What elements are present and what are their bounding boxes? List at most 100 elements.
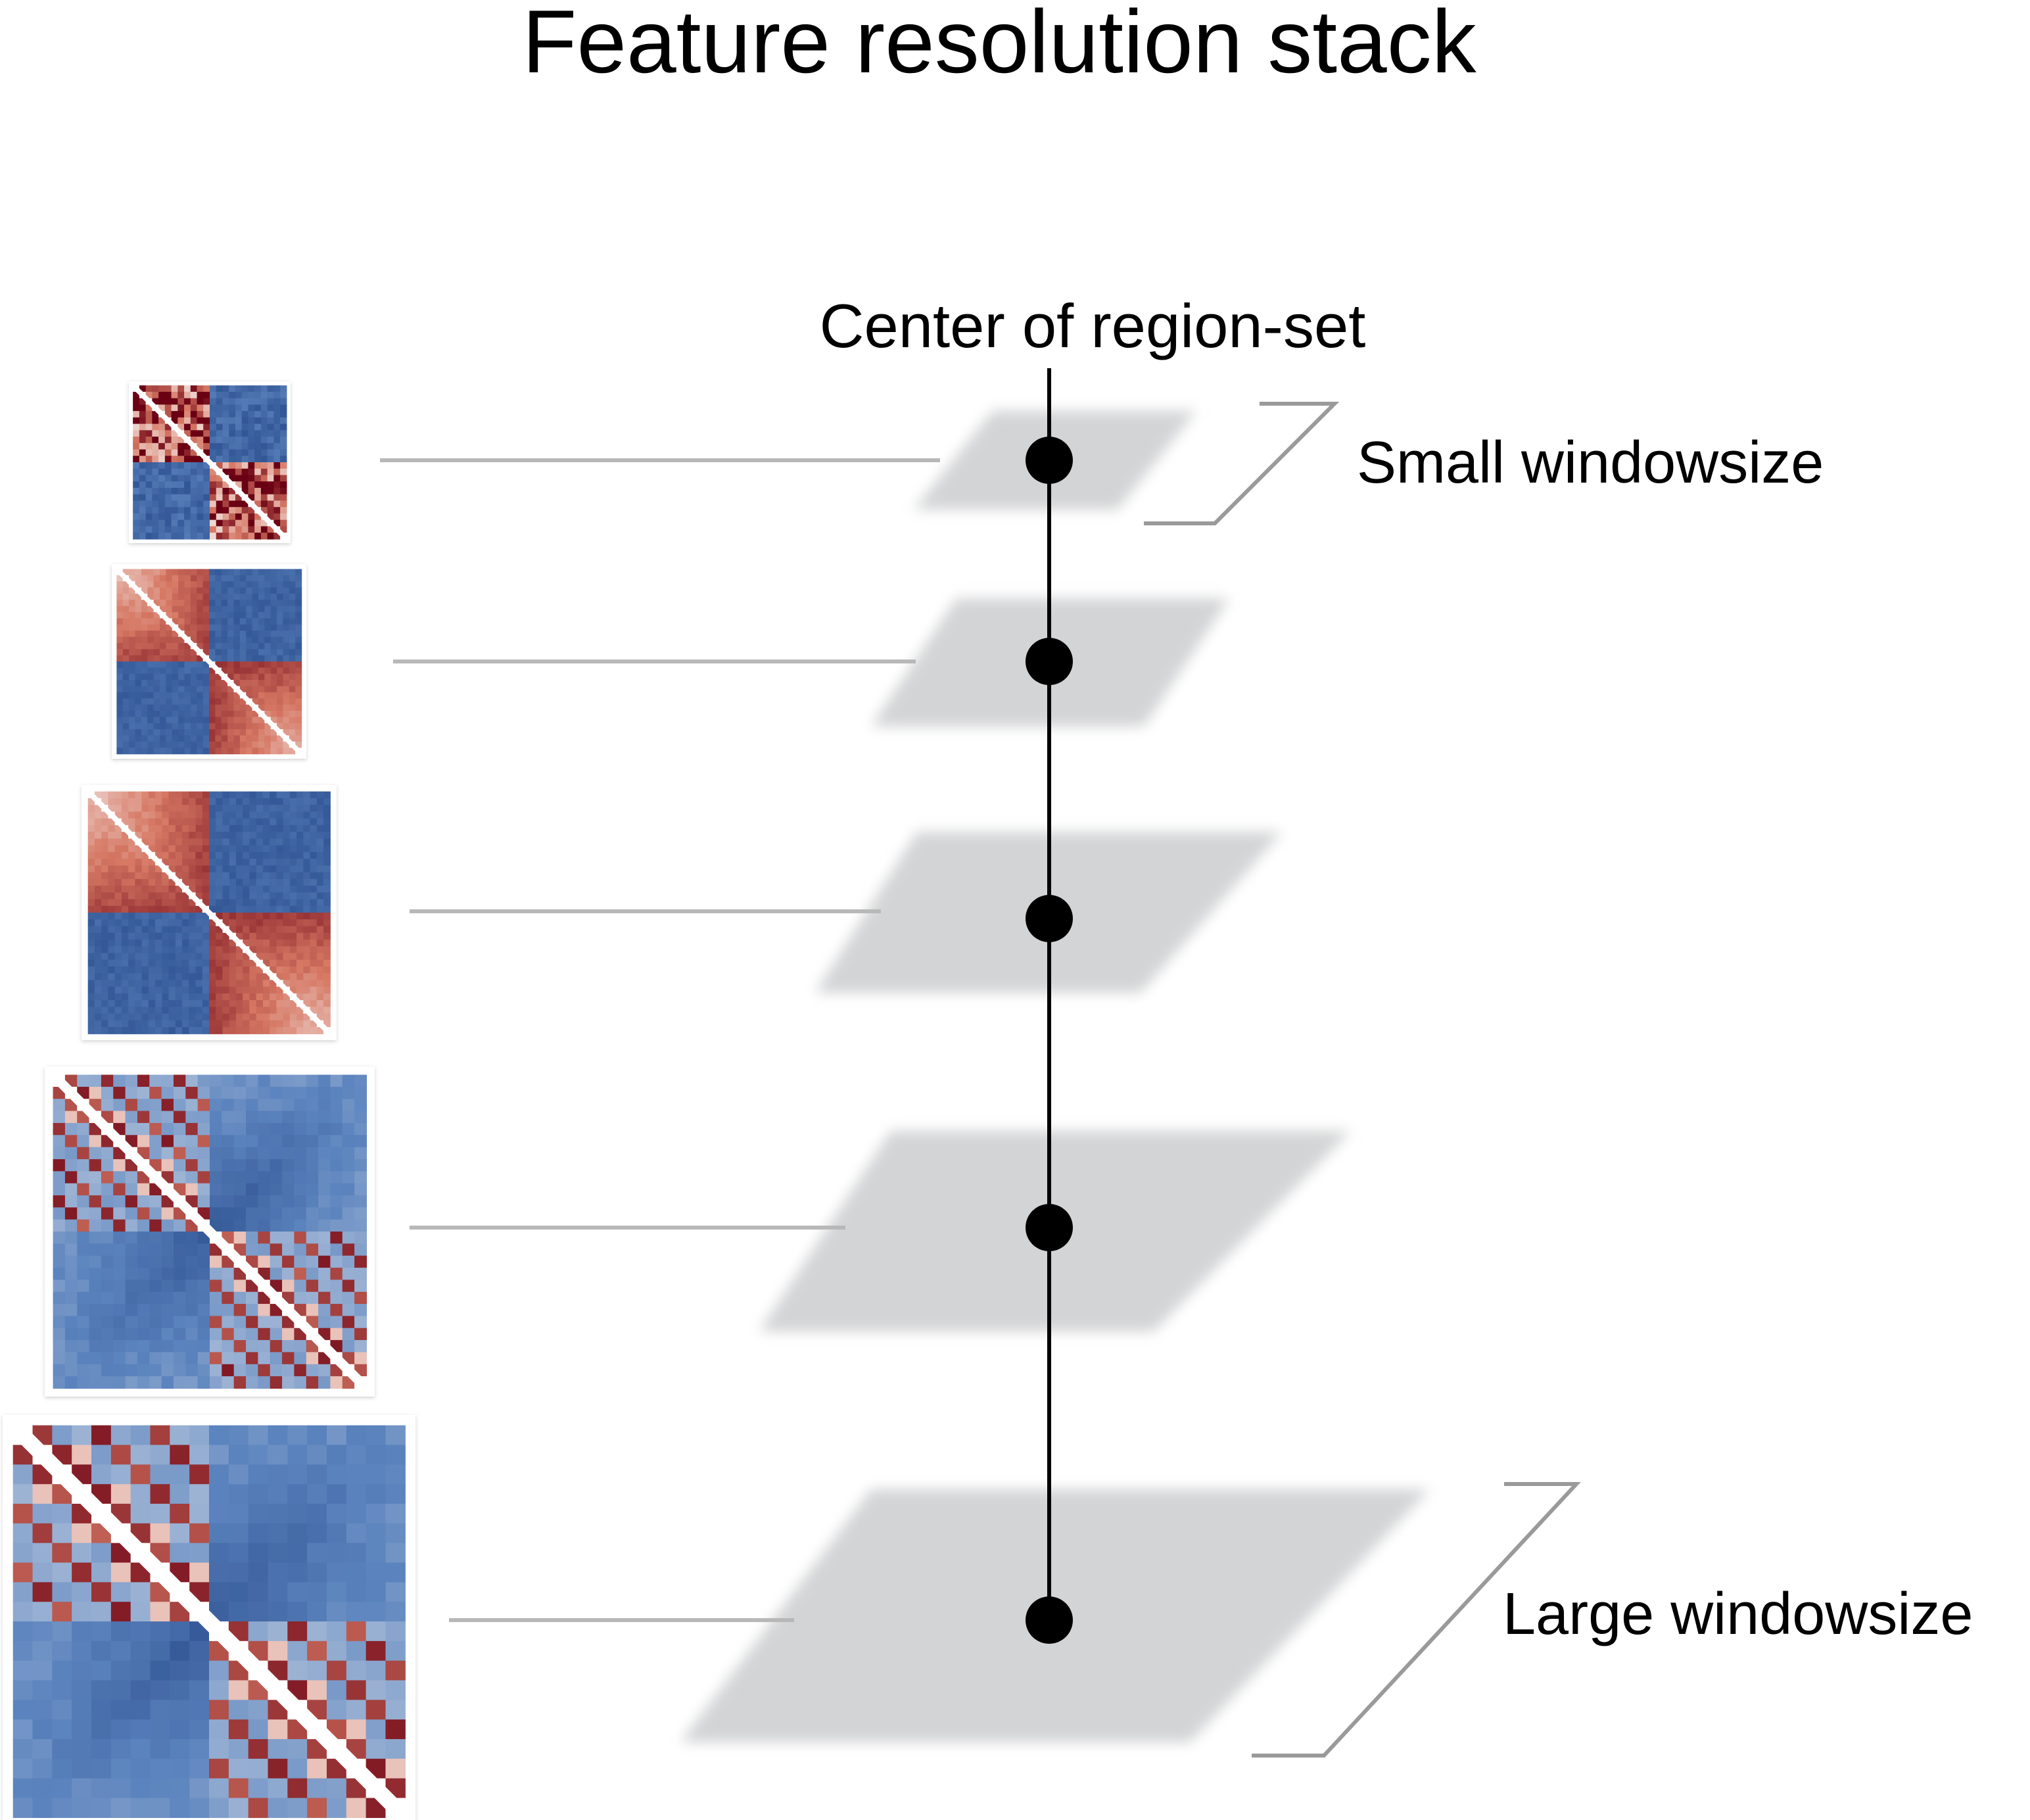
heatmap-cell: [385, 1719, 406, 1740]
heatmap-cell: [184, 735, 191, 742]
heatmap-cell: [153, 642, 160, 650]
heatmap-cell: [243, 859, 250, 866]
heatmap-cell: [289, 851, 297, 859]
heatmap-cell: [310, 973, 318, 980]
heatmap-cell: [189, 905, 197, 913]
heatmap-cell: [215, 710, 222, 717]
heatmap-cell: [129, 569, 136, 576]
heatmap-cell: [77, 1316, 90, 1329]
heatmap-cell: [108, 1007, 116, 1015]
heatmap-cell: [246, 1159, 258, 1172]
heatmap-cell: [177, 449, 185, 456]
heatmap-cell: [235, 513, 243, 521]
heatmap-cell: [262, 818, 270, 826]
heatmap-cell: [303, 838, 311, 846]
heatmap-cell: [189, 1013, 197, 1021]
heatmap-cell: [190, 513, 198, 521]
heatmap-cell: [310, 1007, 318, 1015]
heatmap-cell: [87, 818, 95, 826]
heatmap-cell: [248, 456, 255, 463]
heatmap-cell: [158, 500, 166, 508]
heatmap-cell: [114, 859, 122, 866]
heatmap-cell: [141, 1000, 149, 1007]
heatmap-cell: [239, 600, 247, 607]
heatmap-cell: [197, 593, 204, 600]
heatmap-cell: [227, 569, 235, 576]
heatmap-cell: [116, 661, 124, 668]
heatmap-cell: [256, 899, 264, 907]
heatmap-cell: [137, 1352, 150, 1365]
heatmap-cell: [145, 526, 153, 533]
heatmap-cell: [89, 1268, 102, 1280]
heatmap-cell: [287, 1602, 308, 1622]
heatmap-cell: [135, 1013, 143, 1021]
heatmap-cell: [303, 986, 311, 994]
heatmap-cell: [139, 487, 147, 495]
heatmap-cell: [101, 1171, 114, 1184]
heatmap-cell: [296, 878, 304, 886]
heatmap-cell: [128, 872, 135, 880]
heatmap-cell: [87, 798, 95, 805]
heatmap-cell: [121, 1027, 129, 1034]
heatmap-cell: [256, 832, 264, 839]
heatmap-cell: [215, 612, 222, 619]
heatmap-cell: [190, 729, 197, 736]
heatmap-cell: [227, 649, 235, 656]
heatmap-cell: [280, 481, 287, 489]
heatmap-cell: [354, 1316, 367, 1329]
heatmap-cell: [133, 398, 140, 405]
heatmap-cell: [202, 624, 210, 631]
heatmap-cell: [202, 953, 210, 961]
heatmap-cell: [216, 838, 224, 846]
heatmap-cell: [177, 398, 185, 405]
heatmap-cell: [172, 717, 179, 724]
heatmap-cell: [273, 533, 281, 540]
heatmap-cell: [277, 600, 284, 607]
heatmap-cell: [197, 748, 204, 755]
heatmap-cell: [160, 692, 166, 699]
heatmap-cell: [277, 717, 284, 724]
heatmap-cell: [162, 1020, 170, 1028]
heatmap-cell: [202, 966, 210, 974]
heatmap-cell: [316, 859, 324, 866]
heatmap-cell: [155, 805, 162, 813]
heatmap-cell: [249, 845, 257, 853]
heatmap-cell: [202, 878, 210, 886]
heatmap-cell: [150, 1445, 170, 1465]
heatmap-cell: [264, 575, 271, 582]
heatmap-cell: [172, 649, 179, 656]
heatmap-cell: [130, 1758, 151, 1779]
heatmap-cell: [168, 973, 176, 980]
heatmap-cell: [202, 865, 210, 873]
heatmap-cell: [318, 1099, 331, 1112]
heatmap-cell: [170, 1798, 190, 1818]
heatmap-cell: [145, 513, 153, 521]
heatmap-cell: [221, 642, 228, 650]
heatmap-cell: [249, 905, 257, 913]
heatmap-cell: [121, 791, 129, 799]
heatmap-cell: [190, 600, 197, 607]
heatmap-cell: [316, 872, 324, 880]
heatmap-cell: [209, 838, 216, 846]
heatmap-cell: [150, 1621, 170, 1642]
heatmap-cell: [101, 946, 109, 954]
heatmap-cell: [323, 913, 331, 920]
heatmap-cell: [216, 805, 224, 813]
heatmap-cell: [264, 569, 271, 576]
heatmap-cell: [147, 581, 154, 588]
heatmap-cell: [258, 1074, 271, 1088]
heatmap-cell: [101, 1027, 109, 1034]
heatmap-cell: [283, 993, 291, 1001]
heatmap-cell: [316, 865, 324, 873]
heatmap-cell: [91, 1758, 112, 1779]
heatmap-cell: [233, 661, 241, 668]
heatmap-cell: [168, 811, 176, 819]
heatmap-cell: [346, 1719, 367, 1740]
heatmap-cell: [135, 878, 143, 886]
heatmap-cell: [215, 661, 222, 668]
heatmap-cell: [161, 1328, 174, 1341]
heatmap-cell: [330, 1099, 343, 1112]
heatmap-cell: [295, 686, 302, 693]
heatmap-cell: [87, 913, 95, 920]
heatmap-cell: [72, 1738, 92, 1760]
